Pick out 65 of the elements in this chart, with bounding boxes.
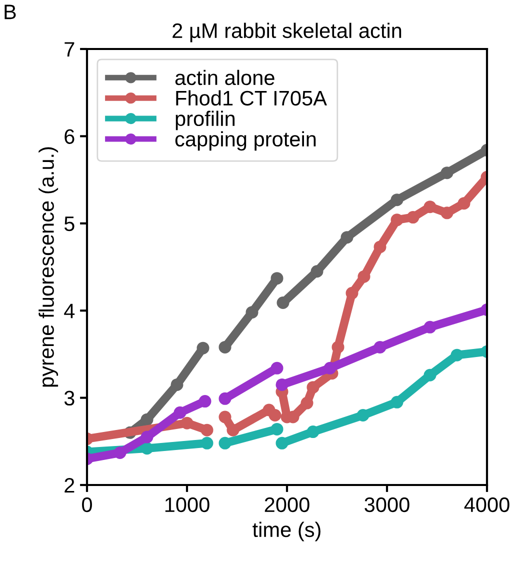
point [170, 378, 184, 391]
point [218, 392, 232, 405]
y-tick-label: 3 [64, 390, 74, 406]
point [276, 436, 288, 450]
point [458, 197, 470, 210]
point [356, 408, 370, 422]
point [340, 231, 354, 244]
point [196, 342, 210, 354]
point [346, 286, 358, 300]
chart-title: 2 µM rabbit skeletal actin [172, 22, 402, 42]
legend-label: actin alone [175, 70, 274, 86]
point [218, 340, 232, 354]
x-tick-label: 1000 [165, 497, 210, 512]
y-tick-label: 4 [64, 304, 75, 318]
point [374, 240, 386, 254]
point [406, 211, 420, 224]
point [424, 320, 436, 334]
legend-label: capping protein [175, 131, 316, 151]
point [226, 424, 240, 436]
point [140, 413, 154, 426]
y-axis-title: pyrene fluorescence (a.u.) [38, 147, 58, 387]
point [218, 410, 232, 424]
point [270, 272, 284, 285]
point [374, 340, 386, 354]
x-tick-label: 2000 [264, 497, 310, 512]
point [218, 436, 232, 450]
point [200, 424, 214, 436]
point [270, 362, 284, 374]
point [390, 194, 404, 206]
point [276, 378, 288, 391]
point [332, 340, 344, 354]
legend-label: Fhod1 CT I705A [176, 90, 327, 106]
point [300, 396, 314, 410]
point [200, 436, 214, 450]
point [306, 426, 320, 438]
y-tick-label: 7 [64, 42, 74, 57]
text: B [4, 4, 16, 20]
point [324, 362, 336, 374]
legend-label: profilin [176, 110, 235, 130]
point [268, 408, 282, 422]
x-tick-label: 4000 [464, 497, 510, 512]
point [310, 265, 324, 278]
point [198, 395, 212, 408]
point [450, 348, 464, 362]
x-tick-label: 0 [82, 497, 92, 512]
point [114, 446, 126, 459]
x-tick-label: 3000 [364, 497, 410, 512]
point [276, 296, 290, 309]
point [246, 306, 258, 319]
x-axis-title: time (s) [252, 522, 320, 542]
point [390, 396, 404, 408]
point [174, 406, 186, 419]
y-tick-label: 6 [64, 129, 74, 144]
y-tick-label: 2 [64, 478, 74, 493]
point [440, 166, 454, 180]
y-tick-label: 5 [64, 216, 74, 232]
point [270, 422, 284, 436]
point [424, 368, 436, 382]
point [180, 416, 194, 430]
point [424, 200, 436, 214]
point [358, 270, 370, 283]
point [390, 214, 404, 226]
point [306, 381, 320, 394]
point [440, 206, 454, 220]
point [140, 430, 154, 444]
